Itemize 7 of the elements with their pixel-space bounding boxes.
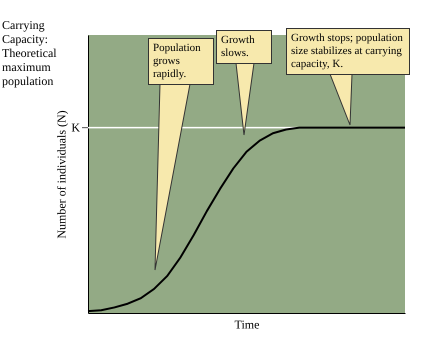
ref-line-label: K	[71, 120, 80, 135]
text: Carrying Capacity: Theoretical maximum population	[2, 18, 58, 88]
y-axis-title: Number of individuals (N)	[54, 110, 68, 239]
x-axis-title: Time	[234, 318, 260, 332]
callout-box: Growth stops; population size stabilizes at carrying capacity, K.	[286, 28, 410, 126]
callout-box: Growth slows.	[216, 30, 272, 136]
callout-box: Population grows rapidly.	[148, 38, 214, 271]
